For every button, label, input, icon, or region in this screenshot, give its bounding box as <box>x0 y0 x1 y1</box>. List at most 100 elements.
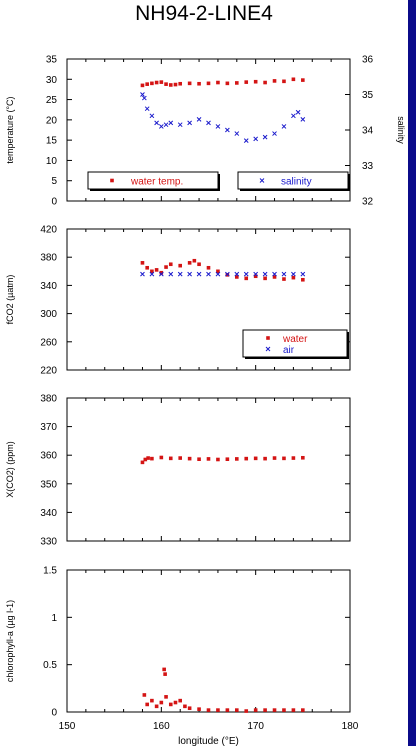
y-tick-label: 10 <box>46 156 58 167</box>
data-point <box>187 81 192 86</box>
data-point <box>178 263 182 268</box>
data-point <box>282 79 286 84</box>
data-point <box>187 706 192 711</box>
legend-box <box>242 329 348 358</box>
data-point <box>159 700 164 705</box>
data-point <box>154 120 159 126</box>
data-point <box>187 261 192 265</box>
data-point <box>158 124 164 129</box>
data-point <box>159 80 164 84</box>
legend-label: salinity <box>281 177 312 188</box>
legend-label: water temp. <box>130 177 183 188</box>
data-point <box>178 456 182 460</box>
data-point <box>168 120 174 126</box>
y-axis-label: chlorophyll-a (µg l-1) <box>5 600 15 682</box>
y2-tick-label: 34 <box>362 126 374 137</box>
data-point <box>244 80 249 84</box>
data-point <box>140 261 145 265</box>
data-point <box>142 693 147 697</box>
data-point <box>197 81 201 86</box>
data-point <box>164 265 168 269</box>
y-tick-label: 0.5 <box>43 660 57 671</box>
y2-axis-label: salinity <box>396 116 406 144</box>
data-point <box>272 275 277 279</box>
x-tick-label: 150 <box>59 721 76 732</box>
data-point <box>225 708 230 712</box>
data-point <box>216 269 220 274</box>
legend-marker <box>110 178 114 183</box>
plot-frame-1 <box>66 228 351 371</box>
data-point <box>262 271 268 277</box>
y-tick-label: 260 <box>40 337 57 348</box>
data-point <box>168 83 173 87</box>
data-point <box>216 708 220 712</box>
data-point <box>187 120 192 126</box>
data-point <box>144 106 150 112</box>
data-point <box>154 268 159 272</box>
y2-tick-label: 35 <box>362 90 374 101</box>
data-point <box>295 109 301 115</box>
data-point <box>253 271 259 277</box>
data-point <box>234 131 240 136</box>
data-point <box>263 276 267 281</box>
data-point <box>163 672 167 676</box>
data-point <box>215 271 221 277</box>
data-point <box>150 456 154 461</box>
y-tick-label: 20 <box>46 115 58 126</box>
data-point <box>291 456 296 460</box>
y-tick-label: 380 <box>40 253 57 264</box>
x-axis-label: longitude (°E) <box>178 736 239 746</box>
y-tick-label: 350 <box>40 479 57 490</box>
data-point <box>215 124 221 129</box>
data-point <box>183 704 187 709</box>
y-axis-label: temperature (°C) <box>5 96 15 163</box>
data-point <box>235 275 239 279</box>
data-point <box>263 456 267 461</box>
data-point <box>272 79 277 83</box>
y-tick-label: 220 <box>40 366 57 377</box>
legend-marker <box>265 346 271 352</box>
data-point <box>163 122 169 128</box>
y-axis-label: fCO2 (µatm) <box>5 275 15 325</box>
data-point <box>235 457 239 461</box>
y-tick-label: 25 <box>46 95 58 106</box>
data-point <box>173 700 178 705</box>
page-title: NH94-2-LINE4 <box>135 2 273 25</box>
data-point <box>150 81 154 86</box>
data-point <box>140 92 145 97</box>
y-tick-label: 360 <box>40 451 57 462</box>
y-tick-label: 330 <box>40 537 57 548</box>
data-point <box>206 81 211 86</box>
data-point <box>141 95 147 101</box>
data-point <box>168 702 173 707</box>
data-point <box>216 457 220 462</box>
x-tick-label: 180 <box>342 721 359 732</box>
data-point <box>150 698 154 703</box>
data-point <box>281 271 287 277</box>
data-point <box>301 455 305 460</box>
data-point <box>146 456 150 460</box>
data-point <box>272 456 277 460</box>
data-point <box>145 702 149 707</box>
data-point <box>243 271 249 277</box>
data-point <box>177 122 183 128</box>
y-tick-label: 300 <box>40 309 57 320</box>
data-point <box>154 80 159 85</box>
data-point <box>301 277 305 282</box>
data-point <box>262 134 268 140</box>
data-point <box>291 275 296 280</box>
data-point <box>281 124 287 129</box>
y-tick-label: 370 <box>40 422 57 433</box>
y-tick-label: 0 <box>51 708 57 719</box>
data-point <box>301 78 305 82</box>
y2-tick-label: 36 <box>362 55 374 66</box>
data-point <box>178 698 182 703</box>
legend-marker <box>259 178 265 183</box>
data-point <box>168 271 174 277</box>
data-point <box>263 80 267 85</box>
right-edge-bar <box>408 0 416 746</box>
plot-frame-3 <box>66 569 351 713</box>
data-point <box>192 258 197 263</box>
data-point <box>164 82 168 86</box>
legend-label: water <box>282 334 308 345</box>
